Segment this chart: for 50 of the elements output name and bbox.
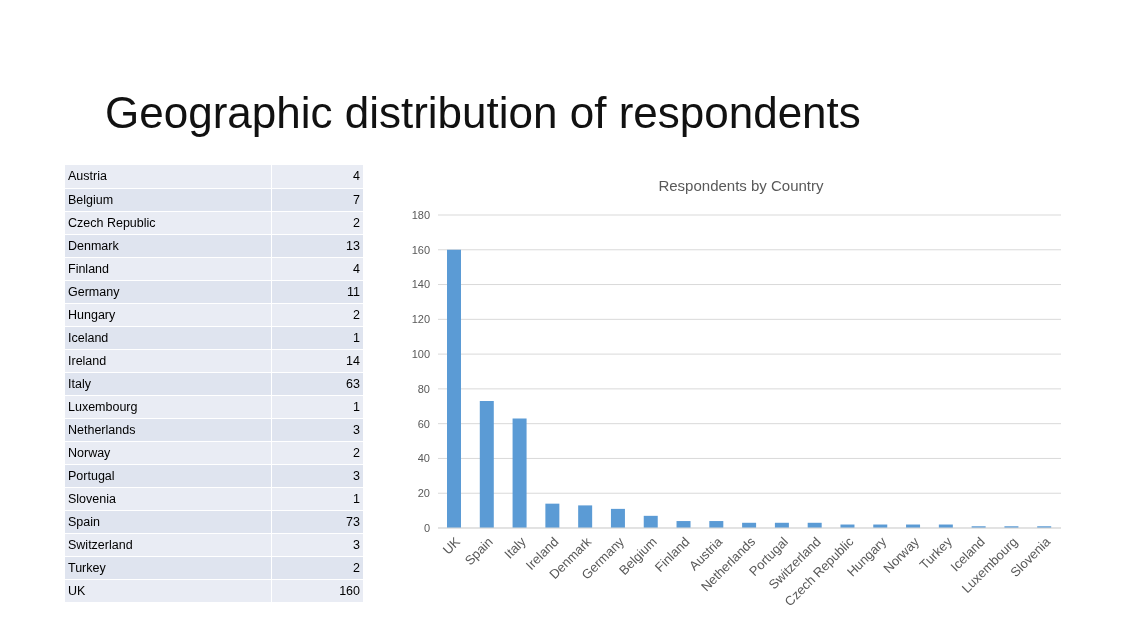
y-tick-label: 60 [417, 417, 430, 430]
data-label: 3 [352, 536, 361, 554]
data-label: 73 [345, 513, 361, 531]
data-label: 1 [352, 490, 361, 508]
y-tick-label: 80 [417, 382, 430, 395]
data-label: 2 [352, 444, 361, 462]
category-label: Spain [65, 510, 272, 533]
data-label: 2 [352, 214, 361, 232]
data-label: 3 [352, 467, 361, 485]
category-label: Austria [65, 165, 272, 188]
category-label: Luxembourg [65, 395, 272, 418]
y-tick-label: 180 [411, 208, 430, 221]
category-label: Slovenia [65, 487, 272, 510]
data-label: 63 [345, 375, 361, 393]
category-label: Belgium [65, 188, 272, 211]
y-tick-label: 0 [423, 521, 430, 534]
category-label: Netherlands [65, 418, 272, 441]
category-label: Portugal [65, 464, 272, 487]
x-tick-label: UK [439, 533, 464, 558]
y-tick-label: 40 [417, 452, 430, 465]
data-label: 4 [352, 168, 361, 186]
category-label: Italy [65, 372, 272, 395]
text: Geographic distribution of respondents [105, 88, 862, 138]
y-tick-label: 140 [411, 278, 430, 291]
category-label: Czech Republic [65, 211, 272, 234]
data-label: 7 [352, 191, 361, 209]
y-tick-label: 160 [411, 243, 430, 256]
category-label: Finland [65, 257, 272, 280]
category-label: Germany [65, 280, 272, 303]
category-label: Denmark [65, 234, 272, 257]
y-tick-label: 20 [417, 487, 430, 500]
data-label: 11 [346, 283, 361, 301]
y-tick-label: 120 [411, 313, 430, 326]
data-label: 4 [352, 260, 361, 278]
data-label: 1 [352, 329, 361, 347]
data-label: 14 [345, 352, 361, 370]
chart-title: Respondents by Country [657, 177, 825, 194]
category-label: Ireland [65, 349, 272, 372]
x-tick-label: Italy [501, 533, 529, 562]
y-tick-label: 100 [411, 348, 430, 361]
data-label: 2 [352, 559, 361, 577]
data-label: 3 [352, 421, 361, 439]
data-label: 160 [338, 582, 361, 600]
table: Austria 4 Belgium 7 Czech Republic 2 Denmark 13 Finland 4 Germany 11 Hungary 2 Iceland 1 Ireland 14 Italy 63 Luxembourg 1 Netherlands 3 Norway 2 Portugal 3 Slovenia 1 Spain 73 Switzerland 3 Turkey 2 UK 160 [65, 165, 363, 603]
data-label: 1 [352, 398, 361, 416]
category-label: Hungary [65, 303, 272, 326]
data-label: 2 [352, 306, 361, 324]
category-label: Iceland [65, 326, 272, 349]
data-label: 13 [345, 237, 361, 255]
category-label: Norway [65, 441, 272, 464]
